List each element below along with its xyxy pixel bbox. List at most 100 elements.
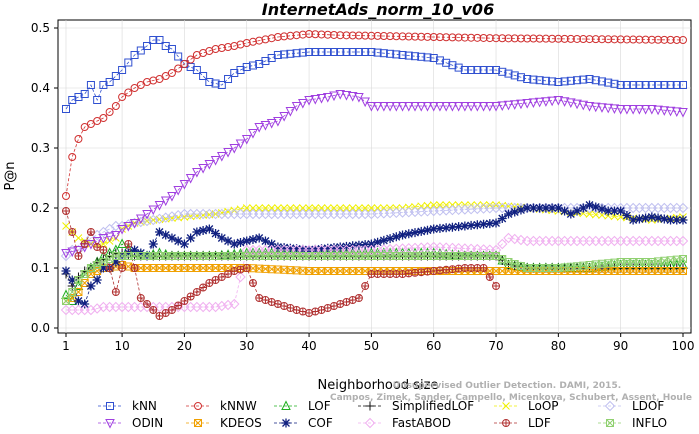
data-point: [603, 206, 613, 216]
data-point: [149, 36, 158, 44]
data-point: [67, 275, 77, 285]
data-point: [172, 209, 184, 221]
data-point: [254, 233, 264, 243]
data-point: [236, 238, 246, 247]
series-knnw: [62, 30, 687, 200]
data-point: [280, 32, 289, 41]
data-point: [198, 164, 208, 174]
data-point: [679, 255, 687, 263]
data-point: [136, 81, 145, 89]
data-point: [554, 78, 563, 86]
series-inflo: [62, 252, 687, 305]
data-point: [442, 201, 451, 209]
data-point: [160, 212, 171, 223]
data-point: [167, 45, 176, 53]
data-point: [579, 35, 588, 44]
data-point: [273, 242, 283, 252]
data-point: [255, 36, 264, 45]
series-line-odin: [65, 93, 684, 254]
data-point: [204, 160, 215, 170]
legend-marker: [365, 401, 375, 411]
data-point: [118, 264, 127, 272]
data-point: [255, 204, 264, 212]
data-point: [104, 232, 115, 243]
data-point: [285, 243, 295, 253]
data-point: [591, 76, 600, 85]
data-point: [335, 242, 345, 252]
data-point: [124, 88, 133, 97]
data-point: [373, 204, 382, 212]
data-point: [541, 203, 551, 213]
data-point: [541, 97, 551, 107]
data-point: [679, 267, 687, 275]
legend-marker: [364, 417, 376, 429]
data-point: [291, 102, 302, 112]
data-point: [192, 227, 202, 237]
data-point: [411, 32, 420, 41]
y-tick-label: 0.5: [31, 21, 50, 35]
data-point: [85, 304, 97, 316]
data-point: [347, 92, 358, 102]
data-point: [665, 106, 676, 117]
data-point: [504, 34, 513, 43]
data-point: [629, 81, 638, 89]
data-point: [591, 202, 601, 212]
data-point: [311, 307, 320, 316]
data-point: [93, 96, 102, 104]
data-point: [516, 205, 526, 215]
data-point: [254, 123, 265, 133]
data-point: [654, 35, 663, 44]
data-point: [516, 34, 525, 43]
data-point: [141, 215, 153, 227]
data-point: [447, 102, 458, 112]
series-knn: [62, 36, 687, 113]
data-point: [179, 239, 189, 249]
data-point: [323, 30, 332, 39]
data-point: [398, 230, 408, 240]
data-point: [118, 66, 127, 74]
axis-ticks: 0.0 0.1 0.2 0.3 0.4 0.5 1 10 20 30 40 50 60 70 80 90 100: [31, 21, 695, 353]
data-point: [336, 48, 345, 56]
y-tick-label: 0.2: [31, 201, 50, 215]
data-point: [472, 220, 482, 230]
data-point: [385, 102, 395, 112]
data-point: [86, 81, 95, 89]
data-point: [149, 306, 158, 314]
data-point: [485, 219, 495, 229]
data-point: [161, 230, 171, 240]
data-point: [217, 233, 227, 243]
x-tick-label: 40: [301, 339, 316, 353]
data-point: [192, 168, 202, 178]
data-point: [490, 244, 502, 256]
data-point: [292, 244, 302, 254]
data-point: [404, 32, 413, 41]
data-point: [242, 264, 251, 272]
data-point: [62, 297, 70, 305]
data-point: [366, 102, 377, 112]
data-point: [111, 288, 120, 296]
data-point: [404, 51, 413, 60]
data-point: [174, 301, 183, 310]
x-tick-label: 30: [239, 339, 254, 353]
data-point: [336, 204, 345, 212]
data-point: [417, 32, 426, 41]
data-point: [473, 33, 482, 42]
data-point: [62, 222, 70, 230]
legend-item-loop: LoOP: [494, 399, 559, 413]
data-point: [330, 204, 338, 212]
data-point: [155, 36, 164, 44]
data-point: [609, 206, 619, 216]
series-ldf: [62, 207, 501, 320]
data-point: [279, 243, 289, 253]
data-point: [117, 225, 127, 235]
data-point: [86, 281, 96, 291]
data-point: [610, 35, 619, 44]
data-point: [186, 233, 196, 243]
data-point: [585, 35, 594, 44]
data-point: [105, 264, 114, 272]
data-point: [305, 309, 314, 317]
data-point: [610, 79, 619, 88]
data-point: [547, 96, 557, 107]
data-point: [74, 135, 83, 143]
data-point: [411, 52, 420, 61]
